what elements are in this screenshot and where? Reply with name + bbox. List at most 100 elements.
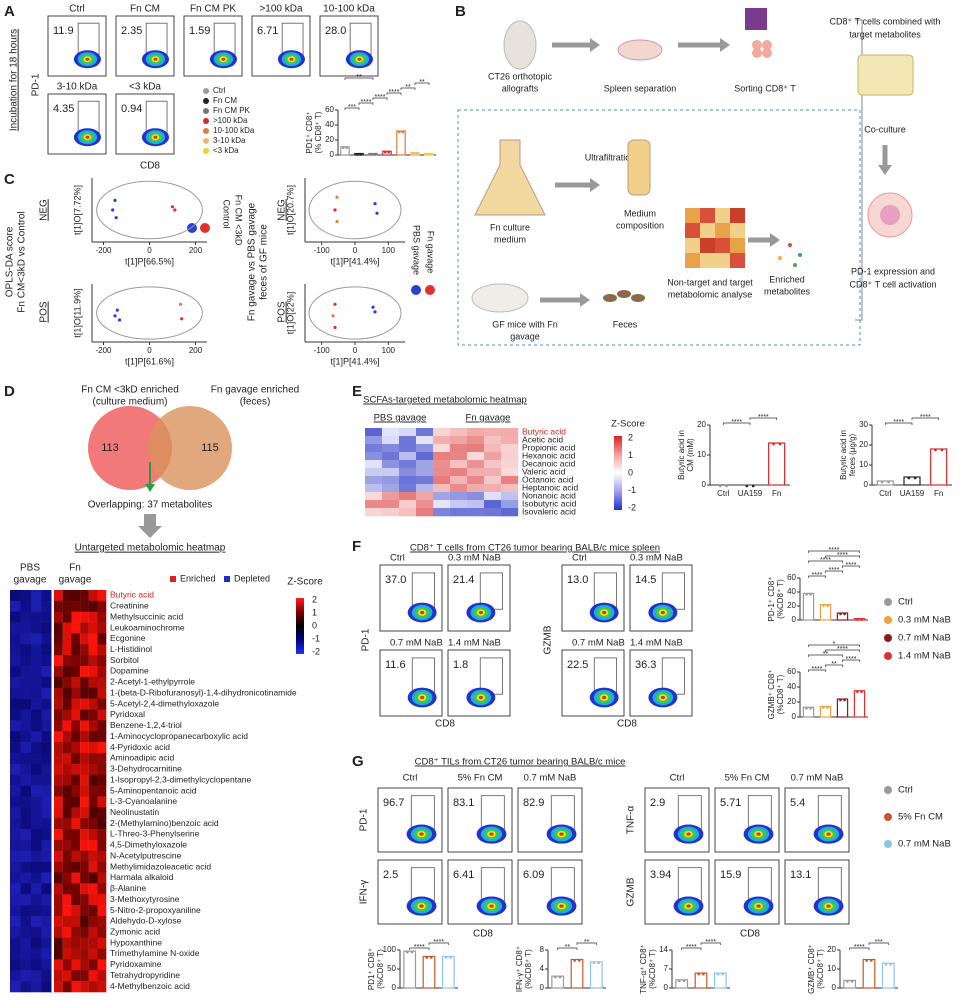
heatmap-cell <box>71 720 81 732</box>
tube <box>627 139 651 196</box>
mode-label: NEG <box>39 199 50 221</box>
heatmap-cell <box>10 785 21 797</box>
heatmap-cell <box>433 500 451 509</box>
sig-bracket <box>414 82 430 85</box>
heatmap-cell <box>10 894 21 906</box>
legend-label: 0.7 mM NaB <box>898 839 951 850</box>
heatmap-cell <box>54 687 63 699</box>
x-tick-label: Ctrl <box>717 489 730 498</box>
heatmap-cell <box>62 622 72 634</box>
heatmap-cell <box>10 883 21 895</box>
sig-label: **** <box>820 557 831 564</box>
heatmap-cell <box>467 468 485 477</box>
metabolite <box>778 256 782 260</box>
y-axis-label: t[1]O[11.9%] <box>72 288 82 337</box>
heatmap-cell <box>20 720 32 732</box>
legend-dot <box>411 285 421 295</box>
metabolite-label: Harmala alkaloid <box>110 872 174 882</box>
heatmap-cell <box>10 763 21 776</box>
heatmap-cell <box>399 508 417 517</box>
sig-bracket <box>344 107 360 110</box>
x-tick-label: 0 <box>353 346 358 355</box>
flow-plot <box>714 787 780 853</box>
metabolite-label: Pyridoxamine <box>110 959 162 969</box>
bar <box>694 972 708 989</box>
heatmap-cell <box>20 829 32 841</box>
heatmap-cell <box>41 861 53 873</box>
x-tick-label: -100 <box>314 246 331 255</box>
flow-value: 13.1 <box>790 869 811 881</box>
panel-label: F <box>352 538 361 555</box>
heatmap-cell <box>41 872 53 884</box>
heatmap-cell <box>88 959 98 971</box>
arrow-head <box>590 38 600 52</box>
score-point <box>333 302 337 306</box>
bar <box>819 705 832 718</box>
heatmap-cell <box>71 785 81 797</box>
heatmap-cell <box>62 590 72 602</box>
y-tick-label: 30 <box>859 420 868 429</box>
heatmap-cell <box>399 460 417 469</box>
cell-density <box>756 904 761 908</box>
dot <box>697 972 700 976</box>
metabolite-label: 2-Acetyl-1-ethylpyrrole <box>110 677 195 687</box>
flow-title: >100 kDa <box>259 4 303 15</box>
cell-density <box>559 904 564 908</box>
mode-label: NEG <box>277 199 288 221</box>
heatmap-cell <box>97 611 107 623</box>
heatmap-cell <box>71 796 81 808</box>
sig-label: ** <box>419 79 425 86</box>
heatmap-cell <box>10 622 21 634</box>
axis-label: CD8 <box>435 719 455 730</box>
score-point <box>178 302 183 306</box>
metabolite <box>788 243 792 247</box>
y-tick-label: 0 <box>664 983 669 992</box>
heatmap-cell <box>31 883 42 895</box>
flow-value: 28.0 <box>325 25 346 37</box>
step-label: allografts <box>502 83 539 93</box>
legend-dot <box>203 118 209 124</box>
heatmap-cell <box>484 484 502 493</box>
acid-label: Isobutyric acid <box>522 498 577 508</box>
heatmap-cell <box>88 861 98 873</box>
heatmap-cell <box>433 508 451 517</box>
dot <box>573 959 576 962</box>
heatmap-cell <box>31 709 42 721</box>
y-axis-label: PD1⁺ CD8⁺ <box>305 111 314 153</box>
heatmap-cell <box>433 484 451 493</box>
heatmap-cell <box>62 807 72 819</box>
heatmap-cell <box>54 829 63 841</box>
heatmap-cell <box>450 508 468 517</box>
panel-label: D <box>4 383 15 400</box>
heatmap-cell <box>54 752 63 765</box>
heatmap-cell <box>41 959 53 971</box>
sig-label: **** <box>920 414 931 421</box>
heatmap-cell <box>54 622 63 634</box>
heatmap-cell <box>71 872 81 884</box>
heatmap-cell <box>88 644 98 656</box>
cell-density <box>221 57 226 61</box>
heatmap-cell <box>71 590 81 602</box>
acid-label: Heptanoic acid <box>522 482 579 492</box>
colorbar-title: Z-Score <box>287 577 323 588</box>
heatmap-cell <box>10 970 21 982</box>
venn-count: 113 <box>101 442 119 454</box>
heatmap-cell <box>62 981 72 993</box>
heatmap-cell <box>88 720 98 732</box>
heatmap-cell <box>80 731 89 743</box>
heatmap-cell <box>62 937 72 949</box>
heatmap-cell <box>62 676 72 689</box>
sig-bracket <box>808 669 826 672</box>
flow-value: 6.41 <box>453 869 474 881</box>
heatmap-cell <box>10 981 21 993</box>
y-tick-label: 8 <box>540 945 545 954</box>
x-tick-label: 100 <box>382 346 396 355</box>
heatmap-cell <box>10 829 21 841</box>
heatmap-cell <box>41 774 53 786</box>
sig-label: **** <box>846 562 857 569</box>
y-axis-label: t[1]O[22%] <box>285 292 295 335</box>
legend-label: 0.7 mM NaB <box>898 633 951 644</box>
x-tick-label: 200 <box>189 346 203 355</box>
heatmap-cell <box>80 655 89 667</box>
y-tick-label: 60 <box>325 105 334 114</box>
